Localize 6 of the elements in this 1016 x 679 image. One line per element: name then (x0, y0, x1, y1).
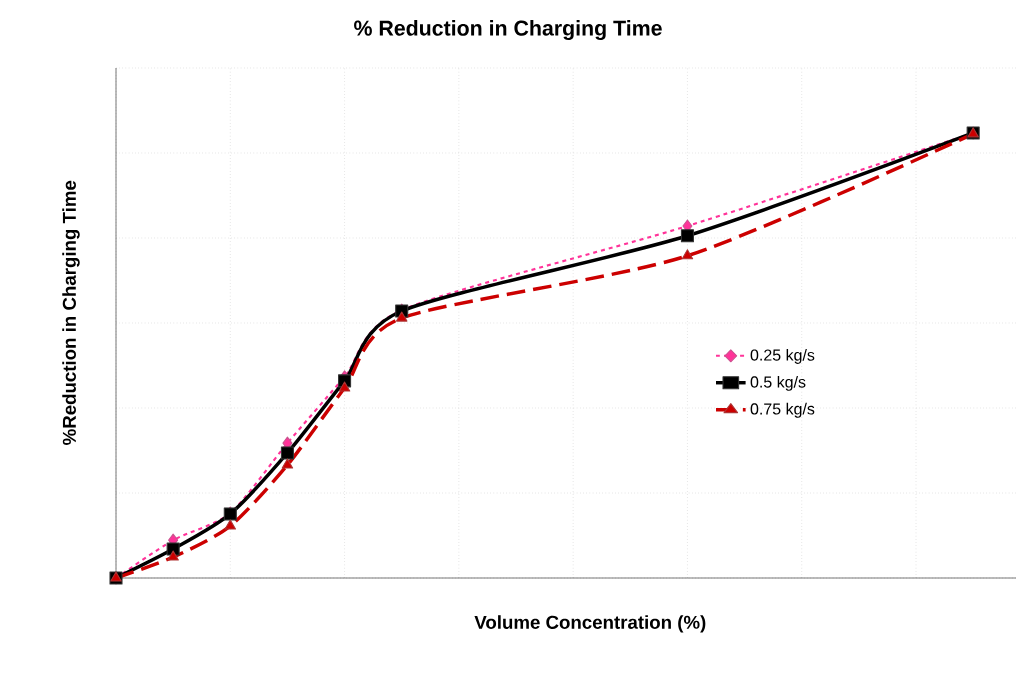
legend-label: 0.5 kg/s (750, 375, 806, 391)
legend-label: 0.75 kg/s (750, 402, 815, 418)
x-axis-title: Volume Concentration (%) (474, 615, 706, 633)
y-axis-title: %Reduction in Charging Time (62, 180, 80, 445)
chart-title: % Reduction in Charging Time (354, 20, 662, 40)
legend-label: 0.25 kg/s (750, 349, 815, 364)
